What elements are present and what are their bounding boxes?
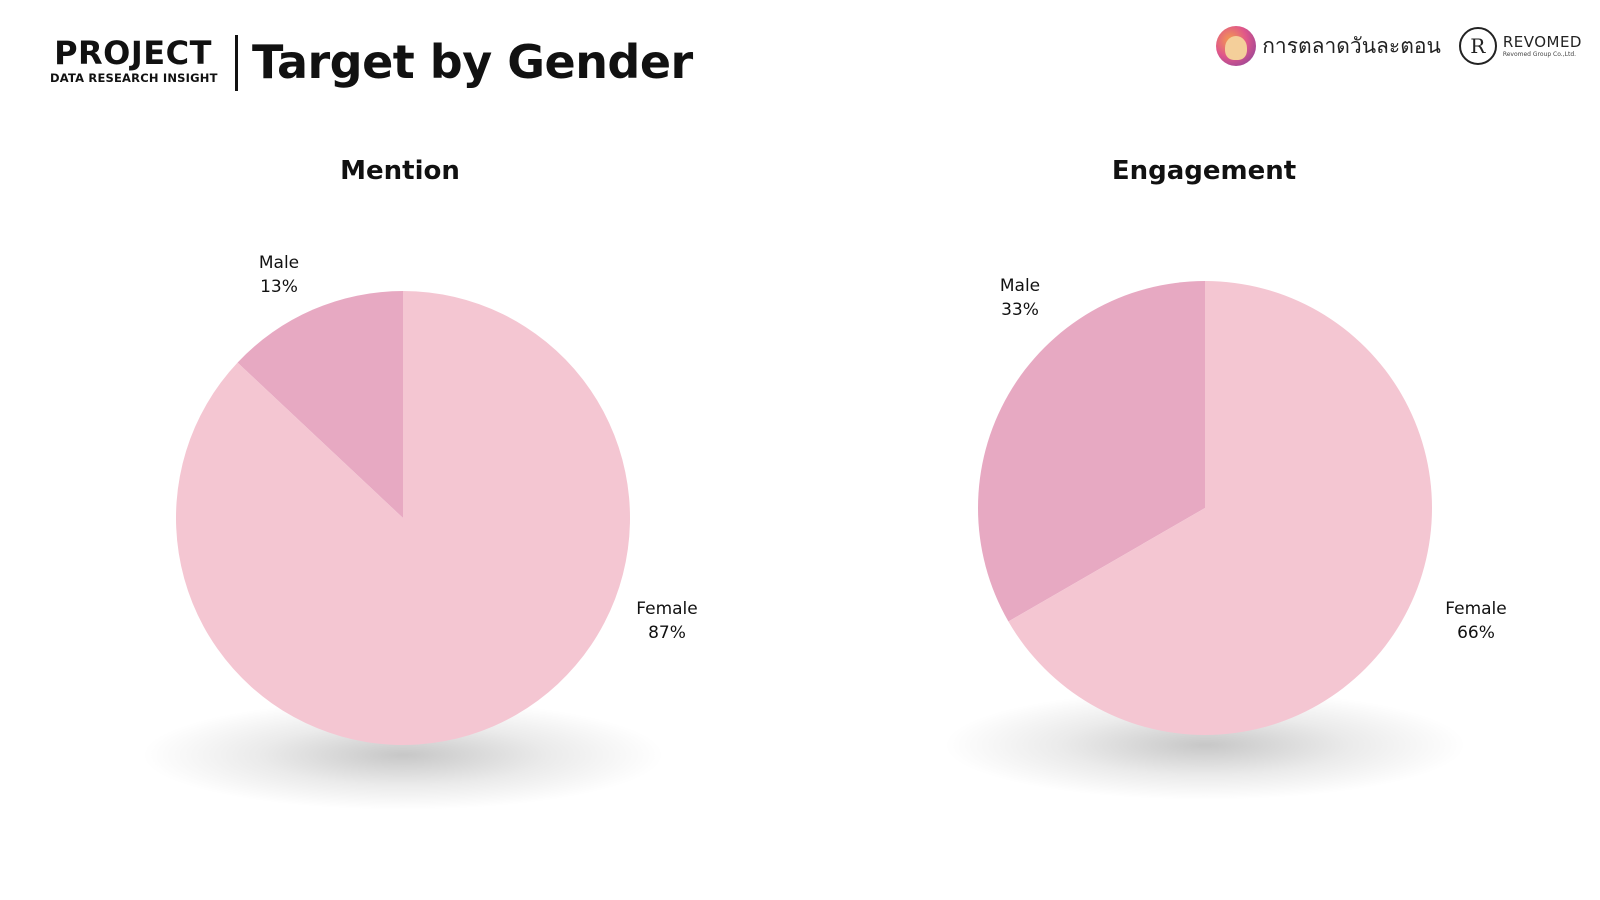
pie-slice-mention-male bbox=[237, 291, 403, 518]
pie-slice-engagement-female bbox=[1008, 280, 1432, 735]
thai-brand-name: การตลาดวันละตอน bbox=[1262, 33, 1441, 58]
chart-title-engagement: Engagement bbox=[1111, 156, 1297, 186]
slice-value-mention-female: 87% bbox=[648, 623, 686, 643]
brand-main: PROJECT bbox=[54, 34, 212, 72]
chart-title-mention: Mention bbox=[340, 156, 460, 186]
slice-value-engagement-female: 66% bbox=[1457, 623, 1495, 643]
slice-label-mention-female: Female bbox=[636, 599, 697, 619]
pie-slice-engagement-male bbox=[977, 281, 1205, 622]
slice-value-mention-male: 13% bbox=[260, 277, 298, 297]
revomed-logo-icon: R bbox=[1458, 27, 1497, 65]
header-divider bbox=[235, 35, 238, 91]
revomed-logo-text: REVOMED Revomed Group Co.,Ltd. bbox=[1503, 33, 1582, 59]
pie-shadow-engagement bbox=[943, 690, 1467, 800]
slice-label-mention-male: Male bbox=[259, 253, 299, 273]
revomed-company: Revomed Group Co.,Ltd. bbox=[1502, 51, 1577, 58]
slice-label-engagement-female: Female bbox=[1445, 599, 1506, 619]
partner-logos: การตลาดวันละตอน R REVOMED Revomed Group … bbox=[1216, 22, 1582, 70]
revomed-name: REVOMED bbox=[1502, 33, 1582, 51]
brand-subtitle: DATA RESEARCH INSIGHT bbox=[50, 71, 218, 85]
thai-brand-logo-icon bbox=[1216, 26, 1257, 66]
brand-logo: PROJECT DATA RESEARCH INSIGHT bbox=[50, 34, 218, 86]
pie-shadow-mention bbox=[141, 700, 665, 810]
page-title: Target by Gender bbox=[252, 35, 693, 89]
slice-label-engagement-male: Male bbox=[1000, 276, 1040, 296]
pie-slice-mention-female bbox=[176, 291, 631, 746]
slice-value-engagement-male: 33% bbox=[1001, 300, 1039, 320]
